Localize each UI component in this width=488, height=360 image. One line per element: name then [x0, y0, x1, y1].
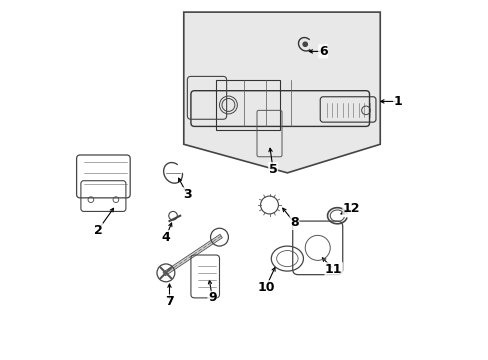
Text: 7: 7: [165, 295, 174, 308]
Text: 11: 11: [325, 263, 342, 276]
Text: 3: 3: [183, 188, 191, 201]
Text: 5: 5: [268, 163, 277, 176]
Text: 4: 4: [161, 231, 170, 244]
Text: 12: 12: [342, 202, 360, 215]
Text: 8: 8: [289, 216, 298, 229]
Text: 1: 1: [393, 95, 402, 108]
Text: 9: 9: [207, 291, 216, 305]
Text: 2: 2: [94, 224, 102, 237]
Circle shape: [303, 42, 307, 46]
Text: 10: 10: [257, 281, 274, 294]
Bar: [216, 80, 280, 130]
Text: 6: 6: [318, 45, 327, 58]
Polygon shape: [183, 12, 380, 173]
